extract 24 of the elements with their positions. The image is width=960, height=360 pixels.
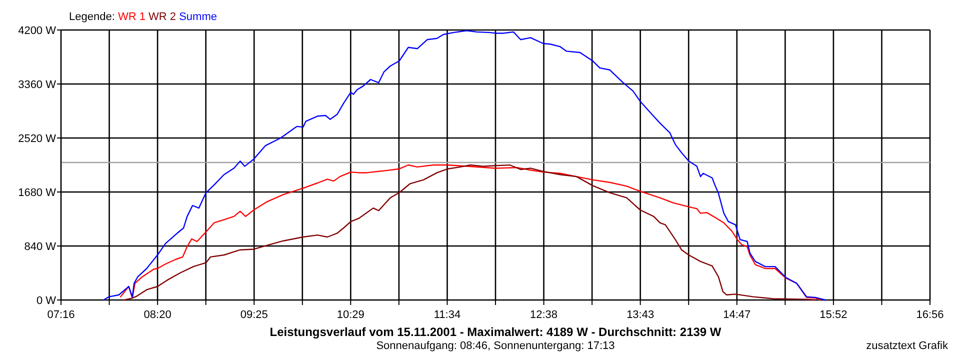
x-tick-label: 11:34 [434, 309, 461, 321]
x-tick-label: 12:38 [530, 309, 558, 321]
y-tick-label: 4200 W [18, 25, 57, 37]
legend-title: Legende: [69, 11, 118, 23]
text: Sonnenaufgang: 08:46, Sonnenuntergang: 17:13 [376, 340, 615, 352]
x-tick-label: 14:47 [723, 309, 751, 321]
x-tick-label: 09:25 [240, 309, 268, 321]
y-tick-label: 2520 W [18, 133, 57, 145]
text: Leistungsverlauf vom 15.11.2001 - Maximalwert: 4189 W - Durchschnitt: 2139 W [270, 325, 722, 339]
y-tick-label: 1680 W [18, 187, 57, 199]
line-series [102, 30, 826, 301]
y-tick-label: 840 W [24, 241, 57, 253]
text: WR 2 [148, 11, 176, 23]
x-tick-label: 16:56 [916, 309, 944, 321]
y-tick-label: 0 W [36, 295, 57, 307]
x-tick-label: 15:52 [820, 309, 848, 321]
x-tick-label: 07:16 [47, 309, 75, 321]
text: WR 1 [118, 11, 146, 23]
y-tick-label: 3360 W [18, 79, 57, 91]
x-tick-label: 13:43 [626, 309, 654, 321]
text: Summe [179, 11, 217, 23]
x-tick-label: 08:20 [144, 309, 172, 321]
x-tick-label: 10:29 [336, 309, 364, 321]
text: zusatztext Grafik [866, 340, 948, 352]
